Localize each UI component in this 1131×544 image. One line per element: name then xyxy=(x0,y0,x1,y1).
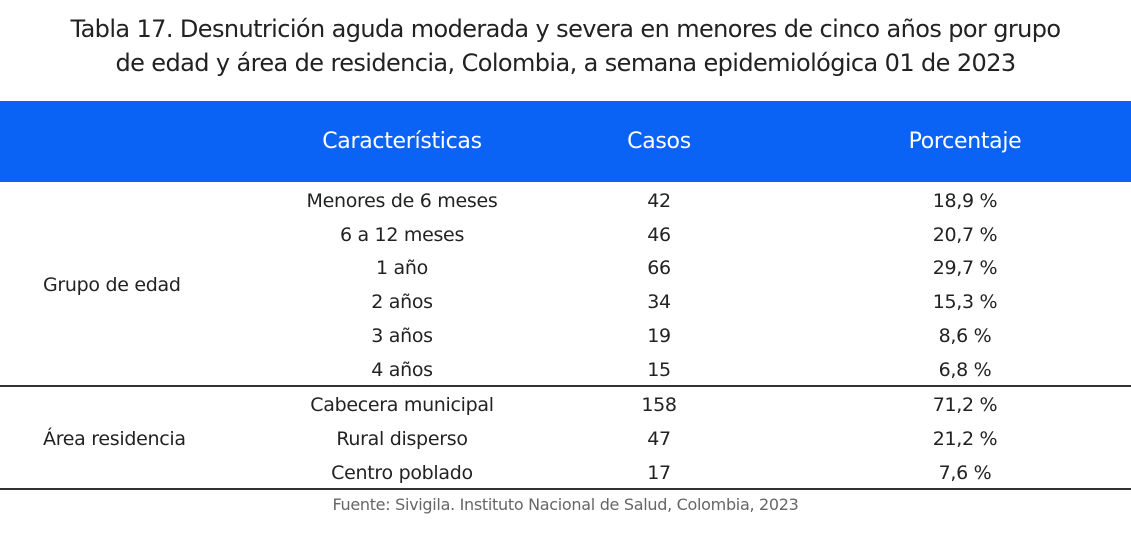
row-divider xyxy=(0,385,1131,388)
cell-porcentaje: 71,2 % xyxy=(932,394,998,417)
table-row: 3 años 19 8,6 % xyxy=(0,319,1131,353)
table-row: Rural disperso 47 21,2 % xyxy=(0,422,1131,456)
cell-porcentaje: 8,6 % xyxy=(938,324,992,347)
cell-casos: 34 xyxy=(647,291,671,314)
cell-porcentaje: 15,3 % xyxy=(932,291,998,314)
table-row: 1 año 66 29,7 % xyxy=(0,251,1131,285)
header-caracteristicas: Características xyxy=(322,129,482,154)
cell-casos: 42 xyxy=(647,190,671,212)
cell-casos: 66 xyxy=(647,257,671,280)
table-title: Tabla 17. Desnutrición aguda moderada y … xyxy=(0,12,1131,80)
cell-porcentaje: 20,7 % xyxy=(932,223,998,246)
row-divider xyxy=(0,488,1131,491)
header-porcentaje: Porcentaje xyxy=(908,129,1022,154)
cell-caracteristica: Centro poblado xyxy=(331,461,473,484)
table-row: 6 a 12 meses 46 20,7 % xyxy=(0,218,1131,252)
cell-porcentaje: 7,6 % xyxy=(938,461,992,484)
cell-casos: 19 xyxy=(647,324,671,347)
cell-caracteristica: Cabecera municipal xyxy=(310,394,494,417)
group-label: Grupo de edad xyxy=(43,274,181,297)
cell-caracteristica: 6 a 12 meses xyxy=(339,223,465,246)
cell-casos: 15 xyxy=(647,358,671,381)
table-header: Características Casos Porcentaje xyxy=(0,101,1131,182)
cell-porcentaje: 6,8 % xyxy=(938,358,992,381)
group-label: Área residencia xyxy=(43,427,186,450)
table-row: 4 años 15 6,8 % xyxy=(0,353,1131,387)
table-source: Fuente: Sivigila. Instituto Nacional de … xyxy=(332,495,799,514)
title-line-2: de edad y área de residencia, Colombia, … xyxy=(115,49,1016,77)
table-row: 2 años 34 15,3 % xyxy=(0,285,1131,319)
cell-caracteristica: 4 años xyxy=(371,358,433,381)
cell-casos: 158 xyxy=(641,394,677,417)
cell-porcentaje: 18,9 % xyxy=(932,190,998,212)
cell-casos: 17 xyxy=(647,461,671,484)
table-row: Cabecera municipal 158 71,2 % xyxy=(0,388,1131,422)
cell-caracteristica: 1 año xyxy=(376,257,428,280)
cell-casos: 47 xyxy=(647,427,671,450)
cell-porcentaje: 21,2 % xyxy=(932,427,998,450)
cell-caracteristica: Menores de 6 meses xyxy=(306,190,498,212)
title-line-1: Tabla 17. Desnutrición aguda moderada y … xyxy=(70,15,1061,43)
table-row: Menores de 6 meses 42 18,9 % xyxy=(0,184,1131,218)
table-row: Centro poblado 17 7,6 % xyxy=(0,456,1131,490)
cell-caracteristica: Rural disperso xyxy=(336,427,468,450)
cell-casos: 46 xyxy=(647,223,671,246)
cell-caracteristica: 2 años xyxy=(371,291,433,314)
cell-porcentaje: 29,7 % xyxy=(932,257,998,280)
header-casos: Casos xyxy=(627,129,691,154)
cell-caracteristica: 3 años xyxy=(371,324,433,347)
